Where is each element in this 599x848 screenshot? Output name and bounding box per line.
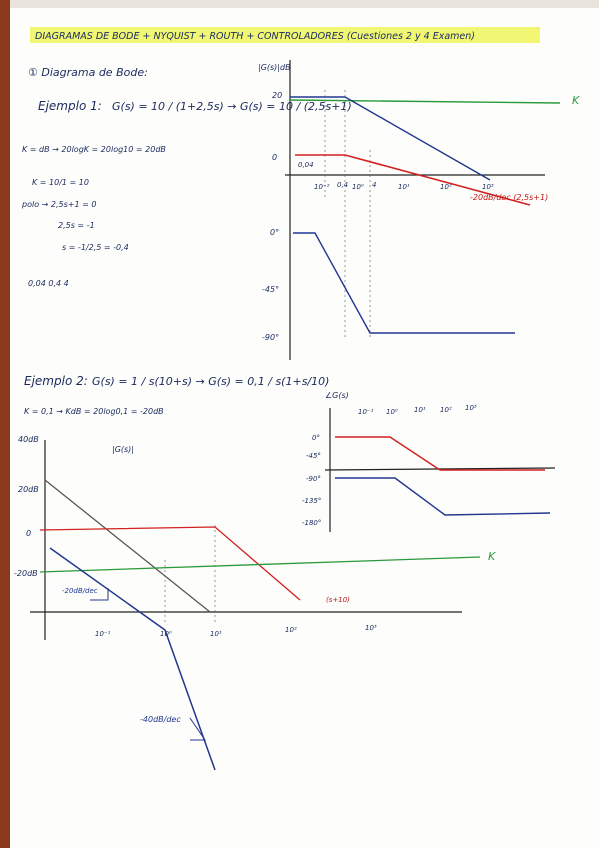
phase-zero-term bbox=[335, 436, 545, 471]
slope-triangle bbox=[189, 717, 206, 741]
axis-tick: 0 bbox=[272, 153, 277, 162]
example-label: Ejemplo 1: bbox=[38, 99, 102, 113]
axis-label: ∠G(s) bbox=[325, 391, 349, 400]
axis-tick: 20 bbox=[272, 91, 282, 100]
freq-tick: 10⁻¹ bbox=[358, 408, 374, 416]
phase-tick: -90° bbox=[262, 333, 279, 342]
freq-tick: 10¹ bbox=[398, 183, 410, 191]
freq-tick: 10⁻¹ bbox=[95, 630, 111, 638]
term-label: (s+10) bbox=[326, 596, 350, 604]
phase-curve bbox=[293, 232, 515, 334]
slope-label: -20dB/dec bbox=[62, 587, 98, 595]
freq-tick: 10² bbox=[285, 626, 297, 634]
phase-tick: 0° bbox=[312, 434, 320, 442]
break-frequencies: 0,04 0,4 4 bbox=[28, 279, 69, 288]
freq-tick: 10⁰ bbox=[160, 630, 172, 638]
example-label: Ejemplo 2: bbox=[24, 374, 88, 388]
slope-label: -20dB/dec (2,5s+1) bbox=[470, 193, 548, 202]
freq-tick: 10² bbox=[440, 406, 452, 414]
page-edge bbox=[0, 0, 10, 848]
axis-label: |G(s)|dB bbox=[258, 63, 291, 72]
axis-tick: 40dB bbox=[18, 435, 39, 444]
step: 2,5s = -1 bbox=[58, 221, 95, 230]
freq-tick: 10⁰ bbox=[386, 408, 398, 416]
phase-total bbox=[335, 477, 551, 516]
transfer-function: G(s) = 10 / (1+2,5s) → G(s) = 10 / (2,5s… bbox=[112, 100, 352, 113]
gain-label: K bbox=[572, 94, 580, 107]
gain-line bbox=[39, 556, 481, 573]
step: K = dB → 20logK = 20log10 = 20dB bbox=[22, 145, 166, 154]
step: polo → 2,5s+1 = 0 bbox=[21, 200, 96, 209]
page-top bbox=[10, 0, 599, 8]
freq-tick: 10¹ bbox=[414, 406, 426, 414]
freq-tick: 4 bbox=[372, 181, 376, 189]
freq-tick: 10² bbox=[440, 183, 452, 191]
step: K = 0,1 → KdB = 20log0,1 = -20dB bbox=[24, 407, 164, 416]
phase-tick: -135° bbox=[302, 497, 321, 505]
slope-label: -40dB/dec bbox=[140, 715, 181, 724]
axis bbox=[324, 467, 556, 471]
freq-tick: 0,04 bbox=[298, 161, 314, 169]
phase-tick: 0° bbox=[270, 228, 279, 237]
gain-label: K bbox=[488, 550, 496, 563]
step: s = -1/2,5 = -0,4 bbox=[62, 243, 129, 252]
phase-tick: -90° bbox=[306, 475, 321, 483]
magnitude-pole bbox=[295, 154, 531, 206]
freq-tick: 0,4 bbox=[337, 181, 348, 189]
freq-tick: 10³ bbox=[365, 624, 377, 632]
axis-tick: 0 bbox=[26, 529, 31, 538]
freq-tick: 10⁰ bbox=[352, 183, 364, 191]
freq-tick: 10³ bbox=[482, 183, 494, 191]
freq-tick: 10³ bbox=[465, 404, 477, 412]
pole-line bbox=[39, 526, 301, 601]
magnitude-total bbox=[49, 547, 216, 771]
highlight bbox=[30, 27, 540, 43]
integrator-line bbox=[44, 479, 211, 613]
axis-label: |G(s)| bbox=[112, 445, 134, 454]
slope-triangle bbox=[90, 588, 109, 601]
phase-tick: -45° bbox=[262, 285, 279, 294]
phase-tick: -45° bbox=[306, 452, 321, 460]
gain-line bbox=[289, 99, 561, 104]
axis-tick: 20dB bbox=[18, 485, 39, 494]
section-heading: ① Diagrama de Bode: bbox=[28, 66, 148, 79]
title: DIAGRAMAS DE BODE + NYQUIST + ROUTH + CO… bbox=[35, 31, 475, 42]
transfer-function: G(s) = 1 / s(10+s) → G(s) = 0,1 / s(1+s/… bbox=[92, 375, 329, 388]
magnitude-asymptote bbox=[290, 96, 491, 181]
freq-tick: 10⁻² bbox=[314, 183, 330, 191]
axis-tick: -20dB bbox=[14, 569, 38, 578]
step: K = 10/1 = 10 bbox=[32, 178, 89, 187]
phase-tick: -180° bbox=[302, 519, 321, 527]
freq-tick: 10¹ bbox=[210, 630, 222, 638]
